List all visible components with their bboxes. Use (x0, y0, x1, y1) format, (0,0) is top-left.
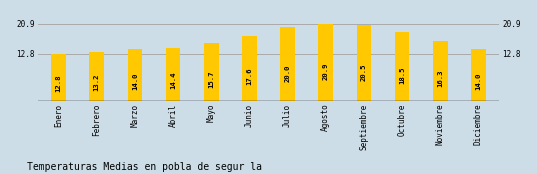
Bar (166, 48, 180, 101)
Text: Temperaturas Medias en pobla de segur la: Temperaturas Medias en pobla de segur la (27, 162, 262, 172)
Bar (204, 43, 219, 101)
Text: 13.2: 13.2 (94, 74, 100, 91)
Bar (52, 57, 66, 101)
Bar (90, 57, 104, 101)
Text: 15.7: 15.7 (208, 70, 214, 88)
Bar (433, 41, 447, 101)
Bar (357, 25, 371, 101)
Bar (128, 49, 142, 101)
Bar (318, 57, 333, 101)
Bar (395, 57, 409, 101)
Bar (280, 27, 295, 101)
Text: 12.8: 12.8 (56, 74, 62, 92)
Text: 14.4: 14.4 (170, 72, 176, 89)
Text: 20.9: 20.9 (323, 63, 329, 80)
Bar (90, 52, 104, 101)
Bar (128, 57, 142, 101)
Text: 14.0: 14.0 (475, 73, 481, 90)
Bar (204, 57, 219, 101)
Text: 20.5: 20.5 (361, 63, 367, 81)
Text: 16.3: 16.3 (437, 69, 443, 87)
Text: 17.6: 17.6 (246, 67, 252, 85)
Bar (52, 54, 66, 101)
Bar (166, 57, 180, 101)
Bar (357, 57, 371, 101)
Bar (242, 36, 257, 101)
Text: 20.0: 20.0 (285, 64, 291, 82)
Bar (318, 23, 333, 101)
Bar (242, 57, 257, 101)
Bar (471, 57, 485, 101)
Bar (280, 57, 295, 101)
Text: 14.0: 14.0 (132, 73, 138, 90)
Text: 18.5: 18.5 (399, 66, 405, 84)
Bar (471, 49, 485, 101)
Bar (395, 32, 409, 101)
Bar (433, 57, 447, 101)
